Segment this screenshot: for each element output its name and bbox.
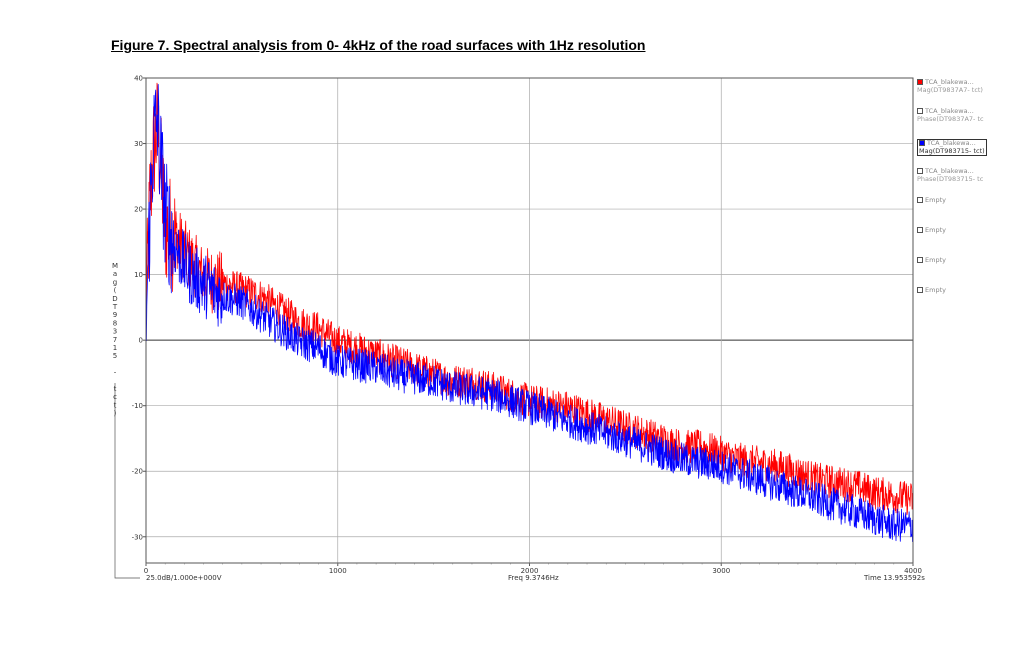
legend-checkbox[interactable] bbox=[917, 79, 923, 85]
legend-label: Empty bbox=[925, 256, 946, 264]
legend-checkbox[interactable] bbox=[917, 287, 923, 293]
legend-sublabel: Phase(DT9837A7- tc bbox=[917, 114, 984, 123]
x-tick-label: 3000 bbox=[712, 567, 730, 575]
legend-checkbox[interactable] bbox=[917, 168, 923, 174]
legend-checkbox[interactable] bbox=[917, 108, 923, 114]
legend-sublabel: Phase(DT983715- tc bbox=[917, 174, 984, 183]
y-tick-label: -10 bbox=[132, 402, 143, 410]
scale-readout: 25.0dB/1.000e+000V bbox=[146, 574, 222, 582]
tick-labels: 40 30 20 10 0 -10 -20 -30 0 1000 2000 3000 4000 bbox=[132, 75, 922, 576]
y-tick-label: -30 bbox=[132, 533, 143, 541]
axes-layer bbox=[114, 77, 914, 579]
x-tick-label: 0 bbox=[144, 567, 148, 575]
y-tick-label: 40 bbox=[134, 75, 143, 83]
legend-label: TCA_blakewa... bbox=[925, 107, 974, 115]
y-tick-label: 20 bbox=[134, 206, 143, 214]
legend-sublabel: Mag(DT983715- tct) bbox=[919, 146, 985, 155]
legend-item[interactable]: TCA_blakewa... Phase(DT983715- tc bbox=[917, 167, 984, 183]
legend-item[interactable]: TCA_blakewa... Mag(DT983715- tct) bbox=[917, 139, 987, 156]
legend-item[interactable]: Empty bbox=[917, 196, 946, 205]
legend-checkbox[interactable] bbox=[917, 227, 923, 233]
y-tick-label: -20 bbox=[132, 468, 143, 476]
legend-label: TCA_blakewa... bbox=[925, 78, 974, 86]
legend-item[interactable]: Empty bbox=[917, 286, 946, 295]
legend-label: Empty bbox=[925, 196, 946, 204]
series-line bbox=[145, 84, 914, 542]
legend-checkbox[interactable] bbox=[917, 257, 923, 263]
time-readout: Time 13.953592s bbox=[863, 574, 925, 582]
axis-connector bbox=[114, 383, 140, 579]
legend-label: Empty bbox=[925, 226, 946, 234]
legend-checkbox[interactable] bbox=[919, 140, 925, 146]
y-tick-label: 30 bbox=[134, 140, 143, 148]
series-layer bbox=[145, 82, 914, 542]
legend-checkbox[interactable] bbox=[917, 197, 923, 203]
y-tick-label: 10 bbox=[134, 271, 143, 279]
legend-item[interactable]: Empty bbox=[917, 256, 946, 265]
legend-item[interactable]: TCA_blakewa... Mag(DT9837A7- tct) bbox=[917, 78, 983, 94]
x-tick-label: 1000 bbox=[329, 567, 347, 575]
legend-label: TCA_blakewa... bbox=[925, 167, 974, 175]
x-tick-label: 4000 bbox=[904, 567, 922, 575]
legend-label: TCA_blakewa... bbox=[927, 139, 976, 147]
legend-item[interactable]: TCA_blakewa... Phase(DT9837A7- tc bbox=[917, 107, 984, 123]
freq-readout: Freq 9.3746Hz bbox=[508, 574, 559, 582]
y-tick-label: 0 bbox=[139, 337, 143, 345]
grid-layer bbox=[146, 78, 913, 563]
figure-title: Figure 7. Spectral analysis from 0- 4kHz… bbox=[111, 37, 646, 53]
legend-item[interactable]: Empty bbox=[917, 226, 946, 235]
legend-label: Empty bbox=[925, 286, 946, 294]
x-tick-label: 2000 bbox=[521, 567, 539, 575]
legend-sublabel: Mag(DT9837A7- tct) bbox=[917, 85, 983, 94]
